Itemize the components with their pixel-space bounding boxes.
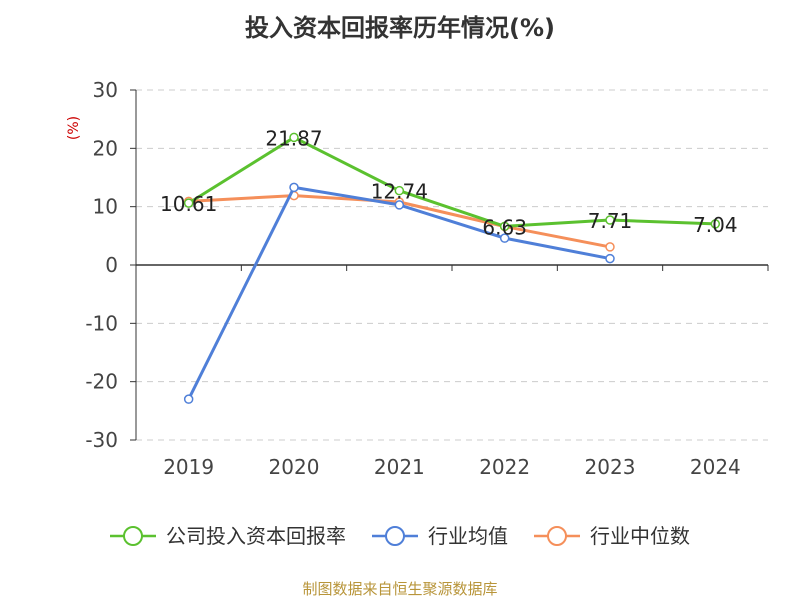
x-tick-label: 2024 — [690, 455, 741, 479]
data-point — [605, 253, 615, 264]
y-tick-label: 10 — [93, 195, 118, 219]
y-axis-label: (%) — [66, 116, 82, 140]
legend-item[interactable]: 公司投入资本回报率 — [110, 524, 346, 548]
legend-label: 行业均值 — [428, 524, 508, 548]
data-label: 7.71 — [588, 209, 633, 233]
y-tick-label: 20 — [93, 136, 118, 160]
x-tick-label: 2020 — [269, 455, 320, 479]
x-tick-label: 2019 — [163, 455, 214, 479]
source-footer: 制图数据来自恒生聚源数据库 — [302, 580, 498, 598]
legend[interactable]: 公司投入资本回报率 行业均值 行业中位数 — [110, 524, 690, 548]
y-tick-label: 30 — [93, 78, 118, 102]
data-point — [394, 185, 405, 196]
x-tick-label: 2022 — [479, 455, 530, 479]
y-tick-label: -10 — [85, 311, 118, 335]
data-point — [183, 198, 194, 208]
data-point — [499, 221, 510, 232]
data-point — [394, 200, 405, 210]
data-point — [289, 132, 299, 143]
legend-marker — [123, 526, 143, 546]
data-label: 10.61 — [160, 192, 217, 216]
legend-label: 行业中位数 — [590, 524, 690, 548]
y-tick-label: 0 — [105, 253, 118, 277]
legend-item[interactable]: 行业中位数 — [534, 524, 690, 548]
legend-marker — [547, 526, 567, 546]
series-line — [187, 185, 611, 400]
axes: 30 20 10 0 -10 -20 -30 (%) 2019 2020 2021 2022 2023 2… — [66, 78, 769, 479]
data-point — [710, 219, 721, 229]
y-tick-label: -30 — [85, 428, 118, 452]
series-lines — [183, 132, 721, 404]
legend-item[interactable]: 行业均值 — [372, 524, 508, 548]
data-label: 12.74 — [371, 180, 428, 204]
chart-title: 投入资本回报率历年情况(%) — [245, 14, 555, 42]
data-point — [605, 215, 615, 225]
data-label: 7.04 — [693, 213, 738, 237]
x-tick-label: 2023 — [585, 455, 636, 479]
data-label: 6.63 — [482, 215, 527, 239]
x-tick-label: 2021 — [374, 455, 425, 479]
data-labels: 10.61 21.87 12.74 6.63 7.71 7.04 — [160, 126, 738, 239]
data-point — [605, 242, 615, 252]
legend-marker — [385, 526, 405, 546]
data-label: 21.87 — [265, 126, 322, 150]
legend-label: 公司投入资本回报率 — [166, 524, 346, 548]
data-point — [183, 394, 194, 404]
series-line — [187, 135, 716, 228]
data-point — [499, 233, 510, 243]
y-tick-label: -20 — [85, 370, 118, 394]
data-point — [289, 182, 299, 193]
